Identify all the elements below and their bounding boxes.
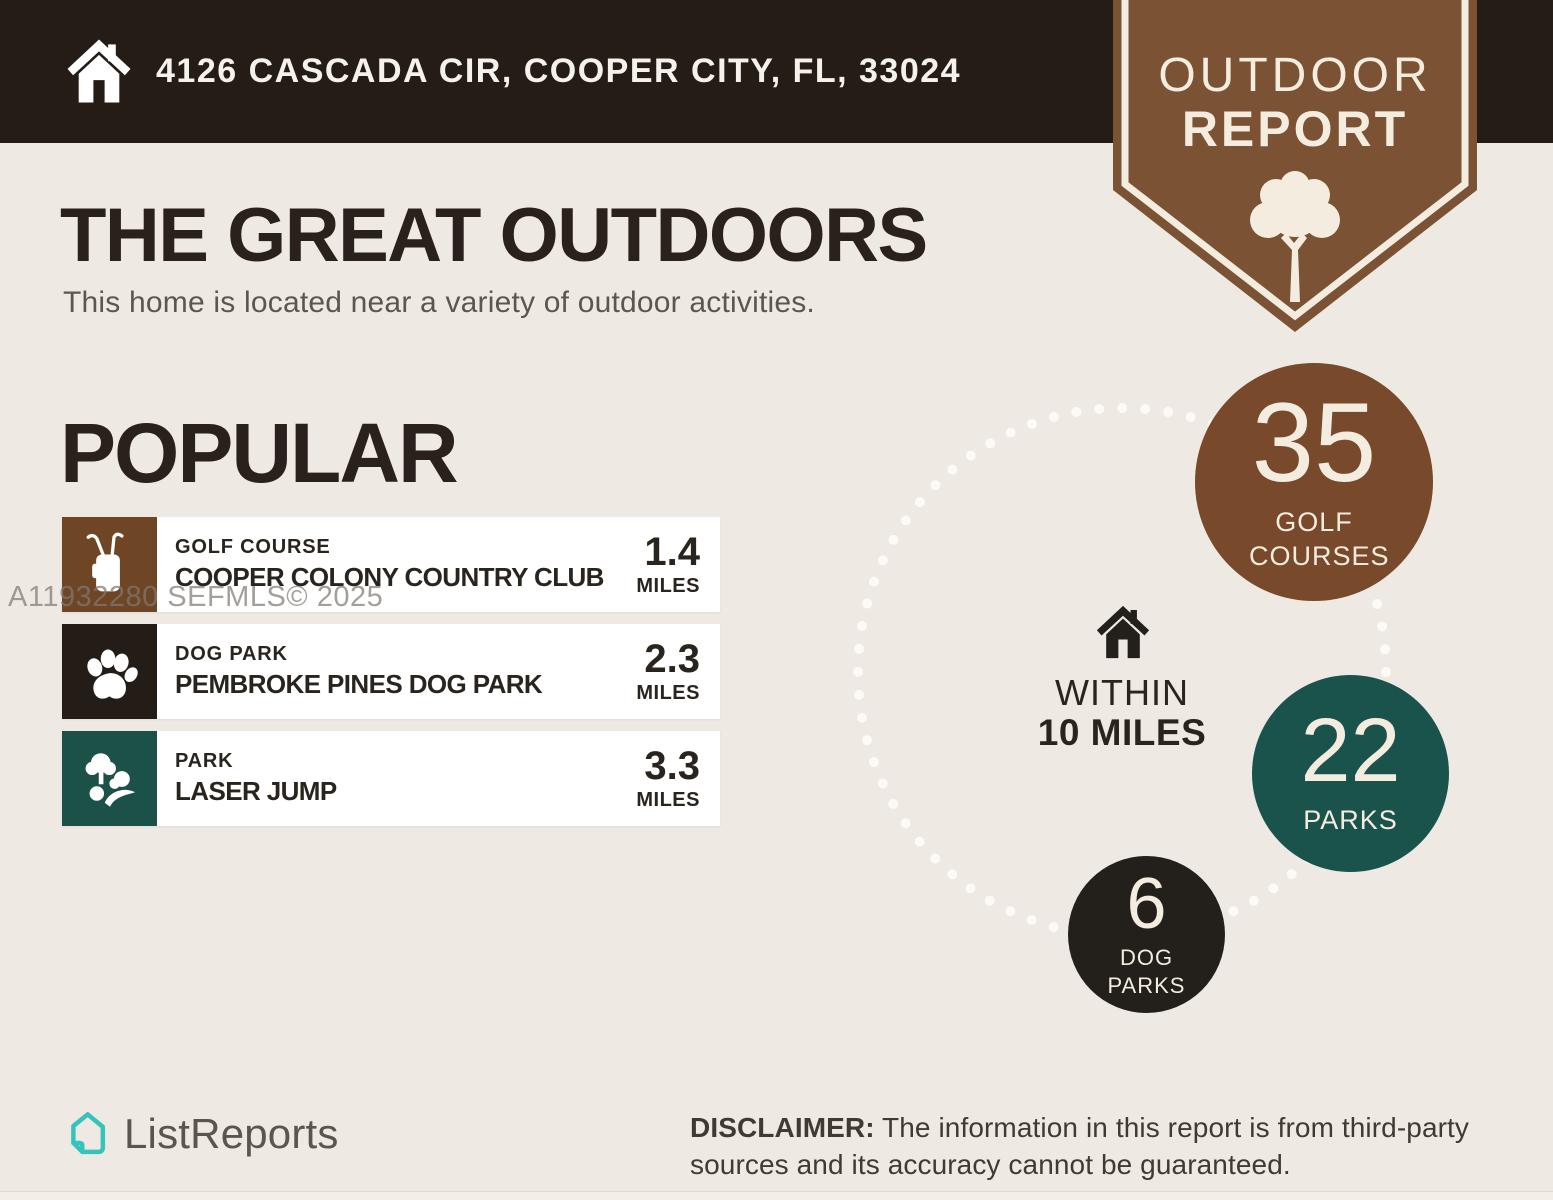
- golf-courses-count: 35: [1251, 380, 1377, 506]
- property-address: 4126 CASCADA CIR, COOPER CITY, FL, 33024: [156, 52, 962, 90]
- stat-circle-dog-parks: 6 DOG PARKS: [1068, 856, 1225, 1013]
- dog-park-tile: [62, 624, 157, 719]
- list-item-golf-course: GOLF COURSE COOPER COLONY COUNTRY CLUB 1…: [62, 517, 720, 612]
- disclaimer-label: DISCLAIMER:: [690, 1112, 875, 1143]
- page-subtitle: This home is located near a variety of o…: [63, 286, 815, 319]
- badge-title-line2: REPORT: [1181, 101, 1409, 157]
- golf-courses-label: GOLF COURSES: [1249, 507, 1390, 572]
- within-distance-label: 10 MILES: [1037, 712, 1207, 753]
- distance-value: 1.4: [644, 529, 700, 574]
- page-title: THE GREAT OUTDOORS: [60, 193, 928, 278]
- paw-icon: [86, 649, 138, 699]
- item-name: PEMBROKE PINES DOG PARK: [175, 669, 543, 699]
- dog-parks-count: 6: [1126, 863, 1167, 944]
- popular-heading: POPULAR: [60, 406, 459, 500]
- item-distance: 2.3 MILES: [612, 624, 720, 719]
- park-icon: [85, 752, 135, 807]
- popular-list: GOLF COURSE COOPER COLONY COUNTRY CLUB 1…: [62, 517, 720, 826]
- mls-watermark: A11932280 SEFMLS© 2025: [8, 581, 384, 613]
- item-name: LASER JUMP: [175, 776, 337, 806]
- tree-icon: [1250, 171, 1340, 302]
- item-category: DOG PARK: [175, 643, 288, 665]
- within-label: WITHIN: [1055, 672, 1189, 713]
- golf-tile: [62, 517, 157, 612]
- list-item-dog-park: DOG PARK PEMBROKE PINES DOG PARK 2.3 MIL…: [62, 624, 720, 719]
- list-item-text: GOLF COURSE COOPER COLONY COUNTRY CLUB: [157, 517, 612, 612]
- disclaimer-body: The information in this report is from t…: [690, 1112, 1470, 1180]
- list-item-text: PARK LASER JUMP: [157, 731, 612, 826]
- parks-count: 22: [1300, 700, 1401, 801]
- badge-pennant-shape: [1113, 0, 1477, 332]
- park-tile: [62, 731, 157, 826]
- item-distance: 1.4 MILES: [612, 517, 720, 612]
- dog-parks-label: DOG PARKS: [1107, 945, 1186, 998]
- item-category: PARK: [175, 750, 234, 772]
- stat-circle-golf-courses: 35 GOLF COURSES: [1195, 363, 1433, 601]
- distance-unit: MILES: [636, 681, 700, 704]
- list-item-text: DOG PARK PEMBROKE PINES DOG PARK: [157, 624, 612, 719]
- golf-bag-icon: [86, 532, 124, 591]
- outdoor-report-badge: OUTDOOR REPORT: [1113, 0, 1477, 340]
- stat-circle-parks: 22 PARKS: [1252, 675, 1449, 872]
- house-icon: [1096, 605, 1150, 659]
- item-distance: 3.3 MILES: [612, 731, 720, 826]
- listreports-logo-icon: [71, 1112, 106, 1155]
- item-name: COOPER COLONY COUNTRY CLUB: [175, 562, 604, 592]
- distance-unit: MILES: [636, 788, 700, 811]
- parks-label: PARKS: [1303, 805, 1398, 836]
- listreports-brand: ListReports: [60, 1108, 339, 1160]
- list-item-park: PARK LASER JUMP 3.3 MILES: [62, 731, 720, 826]
- distance-unit: MILES: [636, 574, 700, 597]
- item-category: GOLF COURSE: [175, 536, 331, 558]
- disclaimer-text: DISCLAIMER: The information in this repo…: [690, 1110, 1495, 1184]
- house-icon: [67, 39, 131, 103]
- bottom-strip: [0, 1191, 1553, 1200]
- listreports-wordmark: ListReports: [124, 1110, 339, 1157]
- badge-title-line1: OUTDOOR: [1158, 49, 1432, 102]
- distance-value: 3.3: [644, 743, 700, 788]
- distance-value: 2.3: [644, 636, 700, 681]
